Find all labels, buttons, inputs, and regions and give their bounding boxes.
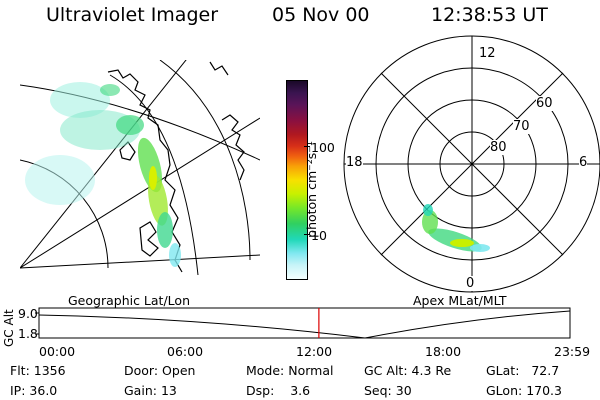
colorbar-tick-100: 100 — [311, 140, 335, 155]
door-value: Open — [162, 363, 196, 378]
alt-xtick-0600: 06:00 — [167, 344, 204, 359]
altitude-curve — [38, 310, 571, 339]
meridian-line — [20, 60, 187, 269]
alt-ytick-9: 9.0 — [18, 306, 38, 321]
lat-label-70: 70 — [513, 119, 530, 134]
clock-label-6: 6 — [579, 155, 588, 170]
lat-label-60: 60 — [536, 96, 553, 111]
gain-field: Gain: 13 — [124, 383, 177, 398]
colorbar — [286, 80, 308, 280]
clock-label-18: 18 — [346, 155, 363, 170]
aurora-polar — [422, 204, 490, 252]
geo-panel-label: Geographic Lat/Lon — [68, 293, 190, 308]
polar-panel-label: Apex MLat/MLT — [413, 293, 507, 308]
alt-xtick-2359: 23:59 — [554, 344, 591, 359]
alt-ylabel: GC Alt — [2, 309, 16, 347]
flt-value: 1356 — [33, 363, 66, 378]
glat-field: GLat: 72.7 — [486, 363, 560, 378]
mode-value: Normal — [288, 363, 334, 378]
alt-ytick-1-8: 1.8 — [18, 326, 38, 341]
gcalt-value: 4.3 Re — [411, 363, 452, 378]
clock-label-12: 12 — [478, 46, 497, 61]
glon-field: GLon: 170.3 — [486, 383, 562, 398]
alt-xtick-1200: 12:00 — [296, 344, 333, 359]
mode-field: Mode: Normal — [246, 363, 334, 378]
date-label: 05 Nov 00 — [272, 4, 370, 26]
coastline — [221, 114, 245, 181]
coastline — [209, 61, 229, 76]
latitude-line — [20, 84, 260, 161]
lat-label-80: 80 — [490, 140, 507, 155]
coastline — [139, 221, 159, 257]
dsp-value: 3.6 — [290, 383, 311, 398]
meridian-line — [20, 117, 260, 269]
colorbar-tick-10: 10 — [311, 228, 327, 243]
latitude-arc — [159, 60, 251, 261]
seq-value: 30 — [395, 383, 412, 398]
glat-value: 72.7 — [531, 363, 560, 378]
alt-xtick-1800: 18:00 — [425, 344, 462, 359]
gain-value: 13 — [160, 383, 177, 398]
coastline — [107, 69, 183, 273]
flt-field: Flt: 1356 — [10, 363, 66, 378]
latitude-arc — [109, 74, 199, 275]
door-field: Door: Open — [124, 363, 196, 378]
clock-label-0: 0 — [466, 276, 475, 291]
alt-xtick-0000: 00:00 — [39, 344, 76, 359]
aurora-geo — [25, 82, 181, 267]
dsp-field: Dsp: 3.6 — [246, 383, 311, 398]
instrument-title: Ultraviolet Imager — [46, 4, 219, 26]
meridian-line — [20, 254, 260, 269]
glon-value: 170.3 — [526, 383, 562, 398]
seq-field: Seq: 30 — [364, 383, 412, 398]
gcalt-field: GC Alt: 4.3 Re — [364, 363, 452, 378]
time-label: 12:38:53 UT — [431, 4, 548, 26]
ip-field: IP: 36.0 — [10, 383, 58, 398]
ip-value: 36.0 — [29, 383, 58, 398]
